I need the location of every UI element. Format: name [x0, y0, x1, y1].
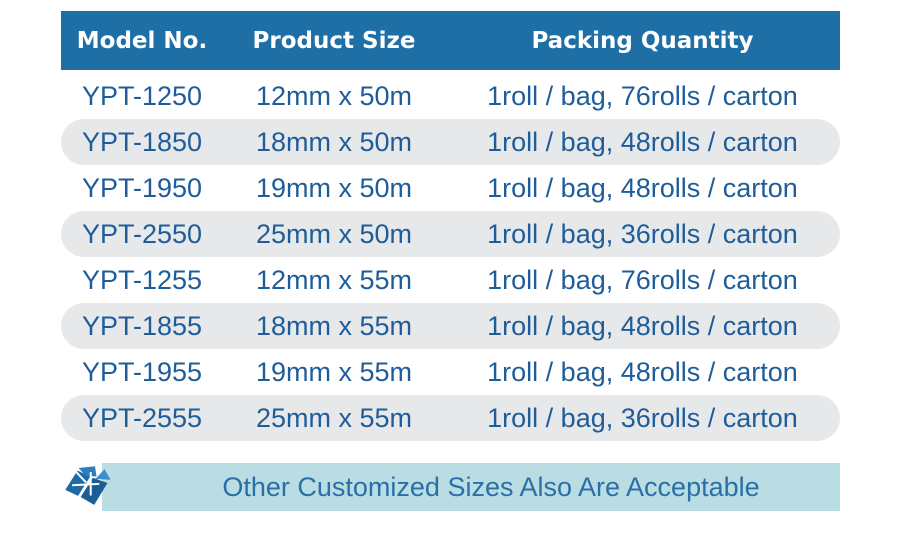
tape-roll-logo-icon — [65, 466, 111, 505]
cell-packing: 1roll / bag, 36rolls / carton — [487, 218, 798, 249]
cell-model: YPT-2555 — [81, 402, 203, 433]
table-row: YPT-1955 19mm x 55m 1roll / bag, 48rolls… — [61, 349, 840, 395]
table-row: YPT-1850 18mm x 50m 1roll / bag, 48rolls… — [61, 119, 840, 165]
cell-packing: 1roll / bag, 48rolls / carton — [487, 310, 798, 341]
table-row: YPT-1855 18mm x 55m 1roll / bag, 48rolls… — [61, 303, 840, 349]
cell-packing: 1roll / bag, 48rolls / carton — [487, 126, 798, 157]
cell-packing: 1roll / bag, 48rolls / carton — [487, 172, 798, 203]
cell-size: 25mm x 50m — [255, 218, 413, 249]
cell-packing: 1roll / bag, 36rolls / carton — [487, 402, 798, 433]
cell-size: 19mm x 50m — [255, 172, 413, 203]
cell-model: YPT-1250 — [81, 80, 203, 111]
header-packing: Packing Quantity — [531, 27, 754, 54]
banner-text: Other Customized Sizes Also Are Acceptab… — [222, 471, 760, 502]
table-row: YPT-1950 19mm x 50m 1roll / bag, 48rolls… — [61, 165, 840, 211]
cell-size: 18mm x 50m — [255, 126, 413, 157]
table-row: YPT-2555 25mm x 55m 1roll / bag, 36rolls… — [61, 395, 840, 441]
table-header: Model No. Product Size Packing Quantity — [61, 11, 840, 70]
cell-size: 12mm x 50m — [255, 80, 413, 111]
cell-model: YPT-1950 — [81, 172, 203, 203]
cell-model: YPT-2550 — [81, 218, 203, 249]
table-row: YPT-1250 12mm x 50m 1roll / bag, 76rolls… — [61, 73, 840, 119]
cell-packing: 1roll / bag, 48rolls / carton — [487, 356, 798, 387]
table-row: YPT-1255 12mm x 55m 1roll / bag, 76rolls… — [61, 257, 840, 303]
cell-size: 25mm x 55m — [255, 402, 413, 433]
header-model: Model No. — [76, 27, 208, 54]
cell-model: YPT-1955 — [81, 356, 203, 387]
custom-sizes-banner: Other Customized Sizes Also Are Acceptab… — [102, 463, 840, 511]
product-table: Model No. Product Size Packing Quantity … — [61, 11, 840, 441]
cell-model: YPT-1855 — [81, 310, 203, 341]
cell-model: YPT-1255 — [81, 264, 203, 295]
cell-size: 19mm x 55m — [255, 356, 413, 387]
header-size: Product Size — [252, 27, 416, 54]
cell-size: 12mm x 55m — [255, 264, 413, 295]
cell-packing: 1roll / bag, 76rolls / carton — [487, 80, 798, 111]
cell-model: YPT-1850 — [81, 126, 203, 157]
table-row: YPT-2550 25mm x 50m 1roll / bag, 36rolls… — [61, 211, 840, 257]
cell-packing: 1roll / bag, 76rolls / carton — [487, 264, 798, 295]
table-body: YPT-1250 12mm x 50m 1roll / bag, 76rolls… — [61, 73, 840, 441]
cell-size: 18mm x 55m — [255, 310, 413, 341]
